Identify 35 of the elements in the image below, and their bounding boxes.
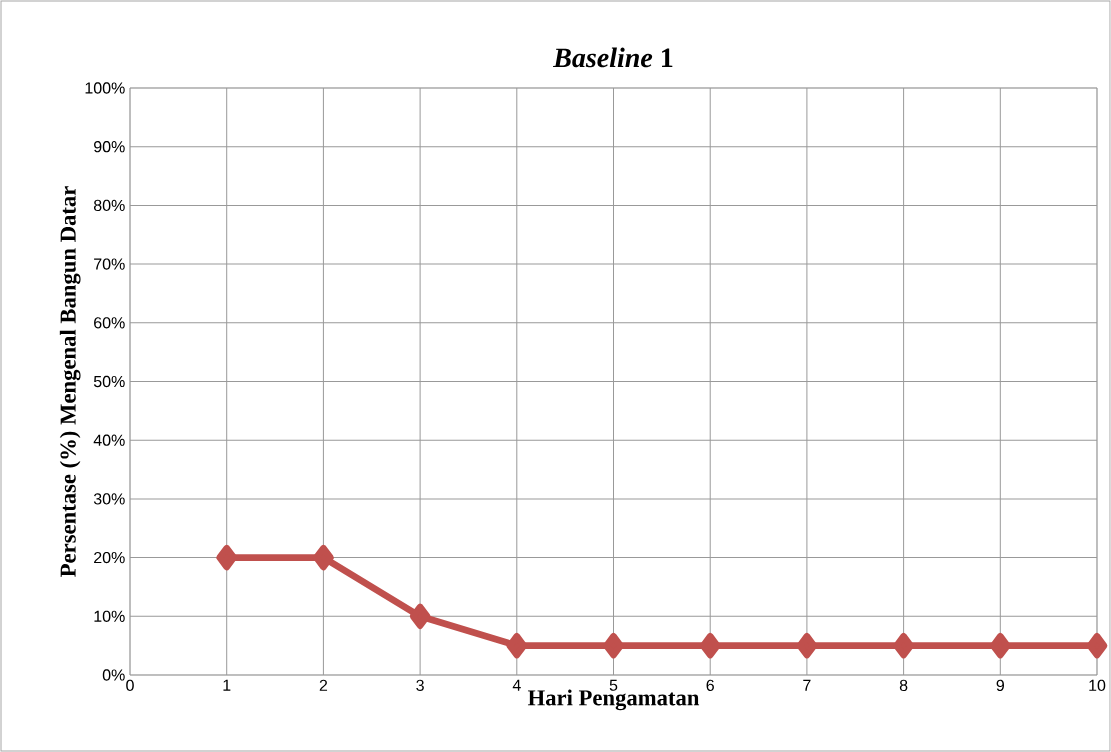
point (216, 544, 238, 571)
point (699, 632, 721, 659)
x-tick-label: 5 (609, 679, 618, 691)
point (989, 632, 1011, 659)
x-axis-title: Hari Pengamatan (527, 689, 700, 711)
y-tick-label: 40% (93, 434, 125, 446)
y-tick-label: 80% (93, 199, 125, 212)
x-tick-label: 2 (319, 679, 328, 691)
point (603, 632, 624, 659)
point (1086, 632, 1108, 659)
x-tick-label: 8 (899, 679, 908, 692)
x-tick-label: 3 (416, 679, 424, 692)
x-tick-label: 0 (126, 679, 134, 692)
x-tick-label: 6 (706, 679, 714, 692)
y-tick-label: 0% (102, 669, 125, 681)
x-tick-label: 7 (803, 679, 811, 691)
y-tick-label: 50% (93, 375, 125, 388)
point (313, 544, 334, 571)
x-tick-label: 9 (996, 679, 1004, 692)
y-tick-label: 20% (94, 551, 125, 564)
y-tick-label: 100% (85, 82, 125, 94)
y-tick-label: 70% (94, 258, 125, 270)
point (796, 632, 818, 659)
x-tick-label: 4 (512, 679, 521, 691)
point (506, 632, 528, 659)
point (409, 603, 431, 629)
point (893, 632, 914, 659)
y-tick-label: 60% (94, 317, 125, 329)
x-tick-label: 10 (1089, 679, 1106, 692)
y-tick-label: 10% (94, 610, 125, 622)
chart-title: Baseline 1 (552, 47, 673, 68)
y-tick-label: 30% (93, 493, 125, 505)
y-tick-label: 90% (94, 141, 125, 153)
x-tick-label: 1 (223, 679, 231, 691)
y-axis-title: Persentase (%) Mengenal Bangun Datar (59, 186, 81, 577)
